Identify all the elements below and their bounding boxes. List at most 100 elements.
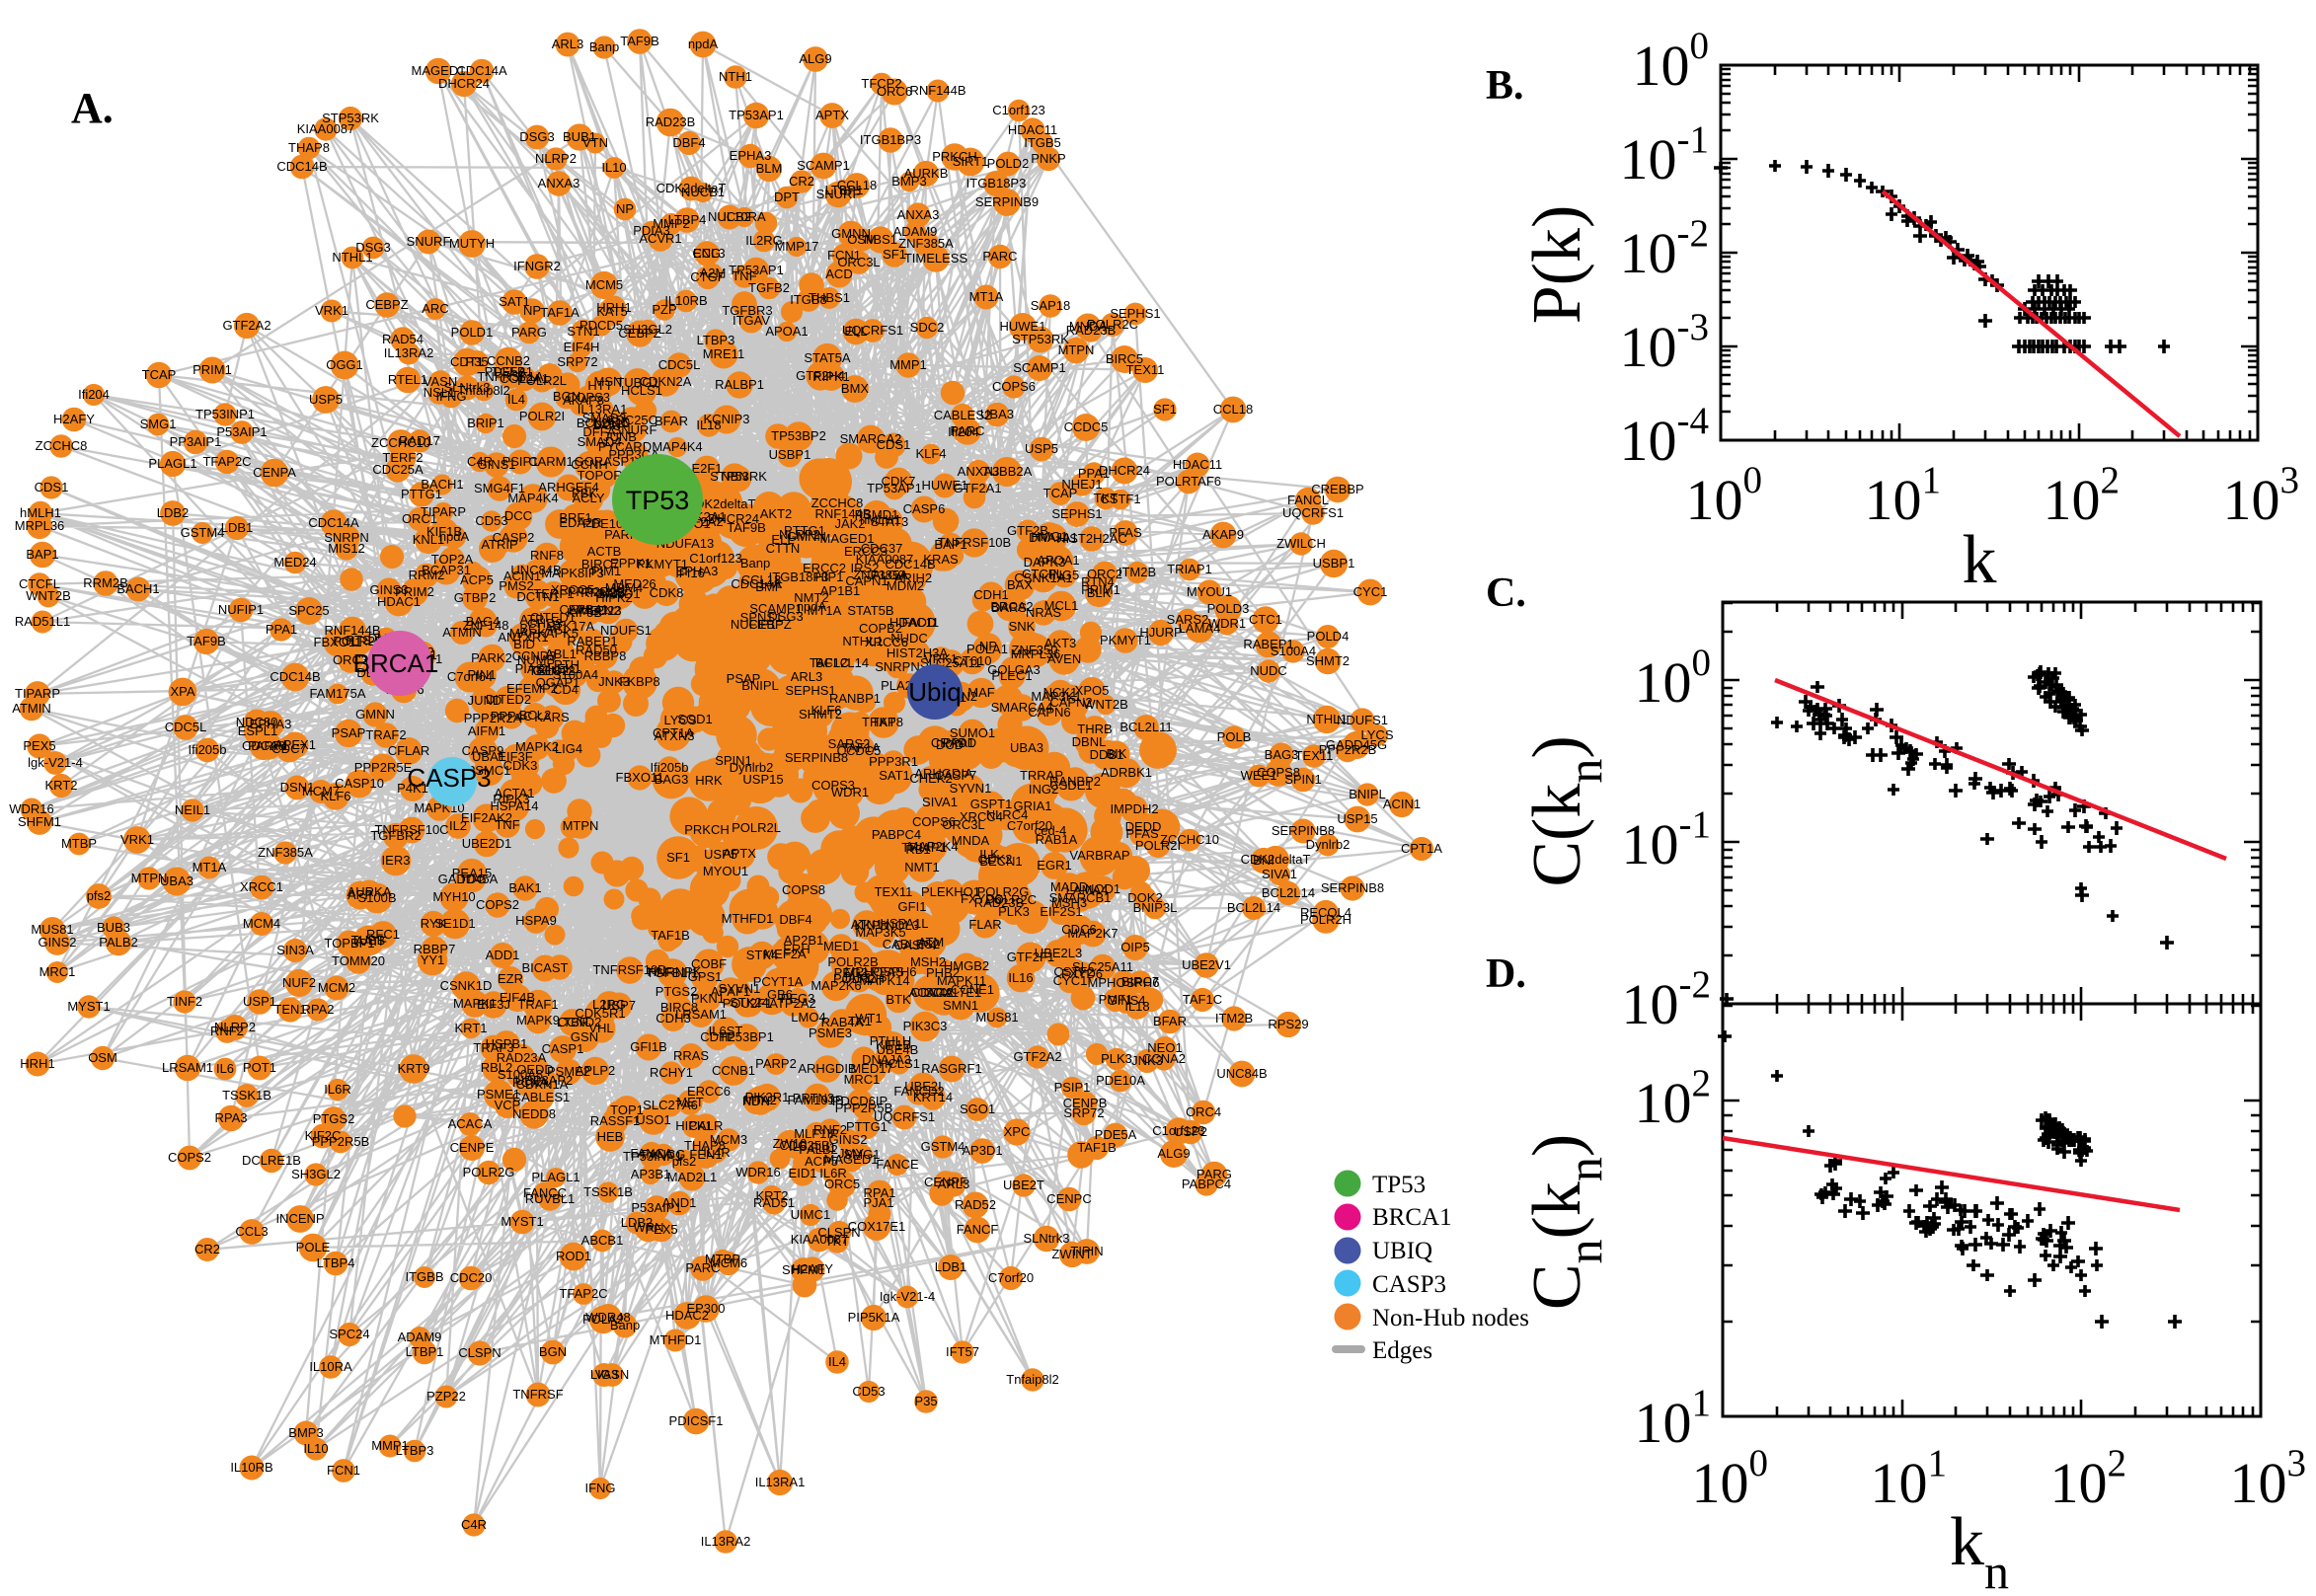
svg-text:ATMIN: ATMIN [12, 701, 50, 716]
svg-text:RRAS: RRAS [673, 1048, 709, 1063]
svg-text:PCYT1A: PCYT1A [753, 974, 804, 989]
svg-text:HRK: HRK [695, 773, 723, 788]
svg-text:CCDC5: CCDC5 [1064, 419, 1109, 434]
svg-text:CAV1: CAV1 [560, 602, 592, 617]
svg-text:EID1: EID1 [789, 1166, 817, 1180]
svg-text:CR2: CR2 [789, 174, 814, 189]
svg-text:NEO1: NEO1 [1147, 1040, 1182, 1055]
svg-text:PARP2: PARP2 [755, 1056, 797, 1071]
svg-text:GMNN: GMNN [831, 226, 871, 241]
svg-text:USP5: USP5 [704, 847, 737, 862]
svg-text:GTF2A1: GTF2A1 [953, 481, 1001, 495]
svg-text:H2AFY: H2AFY [53, 412, 95, 426]
svg-text:VRK1: VRK1 [315, 303, 348, 318]
svg-text:FAM101B: FAM101B [787, 1093, 843, 1107]
svg-text:BAG4: BAG4 [466, 614, 501, 629]
svg-text:MED24: MED24 [273, 555, 316, 570]
svg-text:ACACA: ACACA [448, 1116, 493, 1131]
svg-text:MTBP: MTBP [61, 836, 97, 851]
svg-text:MYST1: MYST1 [501, 1214, 543, 1229]
svg-text:KLF4: KLF4 [915, 446, 946, 461]
svg-text:CCNB2: CCNB2 [487, 353, 530, 368]
svg-text:TAF9B: TAF9B [620, 34, 659, 48]
svg-text:NTH1: NTH1 [719, 69, 752, 84]
svg-text:MAPK1: MAPK1 [453, 996, 497, 1011]
svg-text:GINS1: GINS1 [477, 457, 515, 472]
svg-text:BLK: BLK [1087, 585, 1112, 600]
svg-text:USP7: USP7 [602, 998, 636, 1013]
svg-text:KIF1B: KIF1B [426, 524, 462, 539]
svg-text:AKAP9: AKAP9 [1202, 527, 1244, 542]
svg-text:CDC20: CDC20 [450, 1270, 493, 1285]
svg-text:CDS1: CDS1 [35, 480, 69, 494]
svg-text:CTC1: CTC1 [1249, 612, 1282, 627]
svg-text:CDKN2A: CDKN2A [640, 374, 692, 389]
svg-text:CDK3: CDK3 [503, 758, 538, 773]
svg-text:AIFM1: AIFM1 [468, 723, 505, 738]
svg-text:FANCD2: FANCD2 [893, 1084, 944, 1099]
svg-text:CCL18: CCL18 [1213, 402, 1253, 417]
svg-text:IL10: IL10 [601, 160, 626, 175]
svg-text:ORC5: ORC5 [824, 1177, 860, 1191]
svg-text:BFAR: BFAR [1153, 1014, 1187, 1028]
svg-text:SHFM1: SHFM1 [18, 814, 61, 829]
svg-text:PTTG1: PTTG1 [846, 1119, 888, 1134]
svg-text:PDIA3: PDIA3 [633, 223, 670, 238]
svg-text:POLD3: POLD3 [1207, 601, 1250, 616]
svg-text:SNRPN: SNRPN [875, 659, 920, 674]
svg-text:SHMT2: SHMT2 [1306, 653, 1350, 668]
svg-text:UBE2T: UBE2T [1003, 1178, 1044, 1192]
svg-text:FANCA: FANCA [630, 1146, 673, 1161]
svg-text:RAD51: RAD51 [753, 1195, 795, 1210]
svg-text:PLK3: PLK3 [998, 904, 1030, 919]
svg-text:HSPA9: HSPA9 [515, 913, 557, 928]
svg-text:CFLAR: CFLAR [388, 743, 430, 758]
svg-text:ATR: ATR [519, 612, 544, 627]
svg-text:ANXA3: ANXA3 [897, 207, 940, 222]
svg-text:P35: P35 [914, 1394, 937, 1408]
svg-text:GSPT1: GSPT1 [970, 797, 1013, 811]
svg-text:HDAC11: HDAC11 [1173, 457, 1222, 472]
svg-text:RIPK3: RIPK3 [493, 792, 530, 806]
svg-text:ZNF385A: ZNF385A [258, 845, 313, 860]
svg-text:PDE10A: PDE10A [1096, 1073, 1145, 1088]
svg-text:CSNK1D: CSNK1D [440, 978, 493, 993]
svg-text:XRCC6: XRCC6 [865, 635, 908, 649]
svg-text:TP53INP1: TP53INP1 [195, 407, 255, 421]
svg-text:LYCS: LYCS [1361, 727, 1394, 742]
svg-text:HJURP: HJURP [1139, 625, 1182, 640]
svg-text:CDC7: CDC7 [271, 741, 306, 756]
svg-text:MADD: MADD [1050, 879, 1088, 894]
svg-text:CR2: CR2 [194, 1242, 220, 1256]
svg-text:SYVN1: SYVN1 [950, 781, 992, 796]
svg-text:EZR: EZR [498, 971, 523, 986]
svg-text:USBP1: USBP1 [769, 447, 811, 462]
svg-text:ITGB5: ITGB5 [1024, 135, 1061, 150]
svg-text:ZCCHC8: ZCCHC8 [36, 438, 88, 453]
svg-text:COPS2: COPS2 [476, 897, 519, 912]
svg-text:C4R: C4R [461, 1517, 487, 1532]
svg-text:PTGS2: PTGS2 [313, 1111, 355, 1126]
svg-text:MUS81: MUS81 [975, 1010, 1018, 1025]
svg-text:POLR2I: POLR2I [519, 409, 565, 423]
svg-text:ARC: ARC [422, 301, 448, 316]
svg-text:TEX11: TEX11 [1126, 362, 1165, 377]
svg-text:SNK: SNK [1009, 619, 1036, 634]
svg-text:CCL3: CCL3 [235, 1224, 268, 1239]
svg-text:ARL3: ARL3 [552, 37, 584, 51]
svg-text:EIF4H: EIF4H [564, 340, 600, 354]
svg-text:LDB1: LDB1 [935, 1259, 967, 1274]
svg-text:PFAS: PFAS [1109, 525, 1142, 540]
svg-text:SPC25: SPC25 [288, 603, 329, 618]
svg-text:ITGB8: ITGB8 [790, 292, 827, 307]
svg-text:COPS2: COPS2 [168, 1150, 211, 1165]
svg-text:ALG9: ALG9 [1157, 1146, 1190, 1161]
svg-text:TP53AP1: TP53AP1 [729, 108, 784, 122]
svg-text:MCM2: MCM2 [318, 980, 355, 995]
svg-text:SAP18: SAP18 [1031, 298, 1070, 313]
svg-text:ITM2B: ITM2B [1215, 1011, 1253, 1026]
svg-text:FADD: FADD [902, 615, 937, 630]
svg-text:AP3D1: AP3D1 [962, 1143, 1002, 1158]
svg-text:XPA: XPA [170, 684, 194, 699]
svg-text:RALBP1: RALBP1 [715, 377, 764, 392]
